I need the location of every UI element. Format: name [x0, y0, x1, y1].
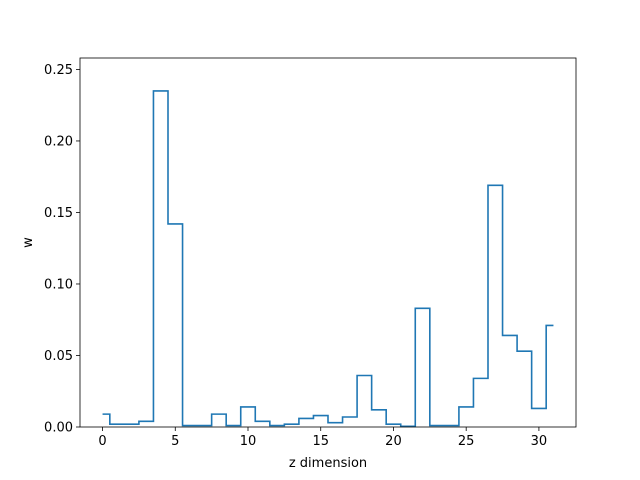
y-tick-label: 0.20: [44, 134, 73, 149]
y-tick-label: 0.10: [44, 277, 73, 292]
y-ticks: 0.00 0.05 0.10 0.15 0.20 0.25: [44, 63, 80, 436]
axes-frame: [79, 57, 577, 428]
x-tick-label: 0: [98, 434, 106, 449]
y-tick-label: 0.25: [44, 63, 73, 78]
x-tick-label: 20: [385, 434, 402, 449]
x-tick-label: 15: [312, 434, 329, 449]
x-tick-label: 10: [240, 434, 257, 449]
x-tick-label: 5: [171, 434, 179, 449]
x-tick-label: 30: [531, 434, 548, 449]
y-axis-label: w: [21, 237, 36, 248]
x-axis-label: z dimension: [289, 456, 367, 471]
x-ticks: 0 5 10 15 20 25 30: [98, 427, 547, 449]
series-layer: [102, 90, 554, 428]
y-tick-label: 0.05: [44, 349, 73, 364]
y-tick-label: 0.00: [44, 421, 73, 436]
y-tick-label: 0.15: [44, 206, 73, 221]
series-line-0: [102, 90, 554, 428]
x-tick-label: 25: [458, 434, 475, 449]
